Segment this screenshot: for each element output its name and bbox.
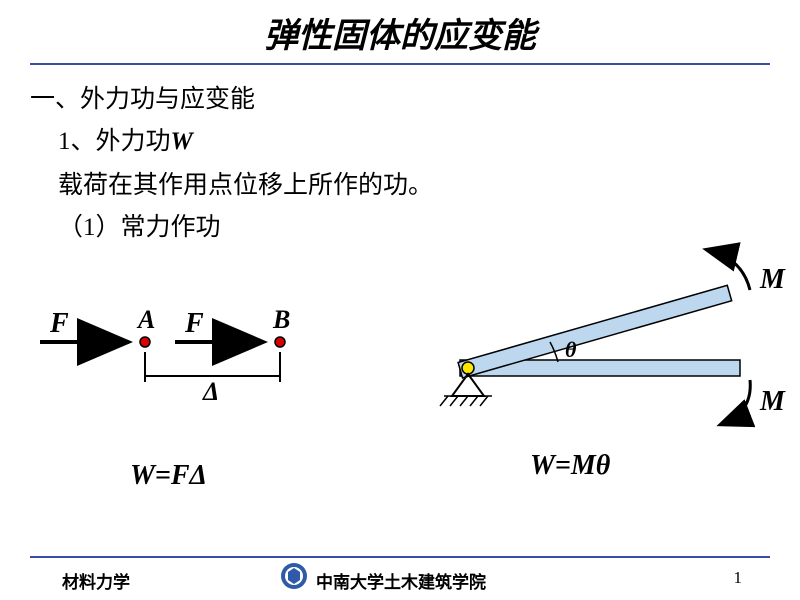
support-triangle — [452, 374, 484, 396]
page-title: 弹性固体的应变能 — [0, 0, 800, 57]
b-label: B — [272, 305, 290, 334]
subsection-2: （1）常力作功 — [58, 207, 770, 243]
force-diagram: F A F B Δ — [10, 280, 370, 460]
footer-left-text: 材料力学 — [62, 568, 130, 593]
moment-arrow-upper — [708, 250, 750, 290]
m-label-lower: M — [759, 386, 786, 417]
m-label-upper: M — [759, 264, 786, 295]
footer-center-text: 中南大学土木建筑学院 — [316, 568, 486, 593]
description-text: 载荷在其作用点位移上所作的功。 — [58, 165, 770, 201]
content-block: 一、外力功与应变能 1、外力功W 载荷在其作用点位移上所作的功。 （1）常力作功 — [0, 65, 800, 243]
slide: 弹性固体的应变能 一、外力功与应变能 1、外力功W 载荷在其作用点位移上所作的功… — [0, 0, 800, 600]
footer: 材料力学 中南大学土木建筑学院 1 — [0, 556, 800, 600]
point-a — [140, 337, 150, 347]
f-label-2: F — [184, 308, 204, 339]
f-label-1: F — [49, 308, 69, 339]
formula-force: W=FΔ — [130, 460, 207, 492]
ground-hatch — [440, 396, 492, 406]
footer-rule — [30, 556, 770, 558]
w-variable: W — [171, 128, 193, 155]
pivot-pin — [462, 362, 474, 374]
moment-arrow-lower — [722, 380, 750, 424]
subsection-1: 1、外力功W — [58, 121, 770, 157]
sub1-text: 1、外力功 — [58, 128, 171, 155]
a-label: A — [136, 305, 155, 334]
page-number: 1 — [734, 568, 743, 588]
point-b — [275, 337, 285, 347]
theta-label: θ — [565, 337, 577, 362]
diagram-area: F A F B Δ — [0, 250, 800, 520]
moment-diagram: θ M M — [400, 240, 800, 450]
university-logo-icon — [280, 562, 308, 590]
delta-label: Δ — [202, 377, 219, 406]
section-heading: 一、外力功与应变能 — [30, 79, 770, 115]
formula-moment: W=Mθ — [530, 450, 610, 482]
